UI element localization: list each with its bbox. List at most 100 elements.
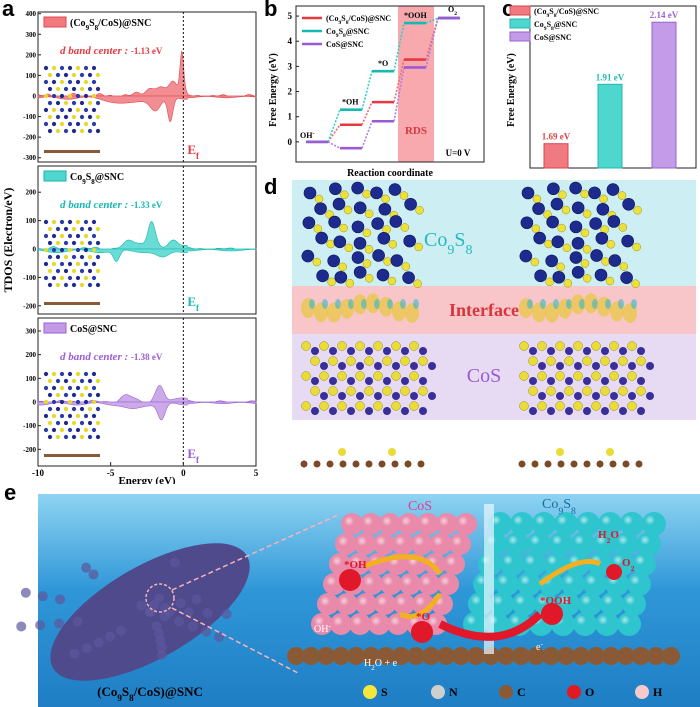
charge-depletion [618,299,624,309]
atom [55,420,61,426]
s-atom [555,401,565,411]
s-atom [400,386,410,396]
co-atom [311,347,319,355]
c-atom [300,460,308,468]
co-atom [610,362,618,370]
x-tick-label: -10 [32,468,44,478]
atom [87,420,93,426]
co-atom [546,215,559,229]
atom [43,121,49,127]
atom [47,406,53,412]
y-tick-label: 4 [288,36,293,46]
atom [87,392,93,398]
atom [59,219,65,225]
co9s8-sphere [561,572,585,596]
atom [75,413,81,419]
atom-slab [300,181,436,468]
s-atom [310,356,320,366]
co-atom [356,392,364,400]
highlight [618,535,628,545]
co-atom [401,347,409,355]
atom [47,282,53,288]
highlight [498,575,508,585]
particle-grain [16,621,27,632]
s-atom [346,386,356,396]
d-band-center-label: d band center : -1.38 eV [60,351,163,363]
co9s8-sphere [532,512,556,536]
highlight [333,616,343,626]
co-atom [329,182,342,196]
particle-grain [202,608,213,619]
highlight [520,575,530,585]
legend-swatch [43,16,67,28]
co-atom [588,186,601,200]
atom [43,413,49,419]
co-atom [595,231,609,245]
atom [87,72,93,78]
atom [75,247,81,253]
atom [51,247,57,253]
co-atom [377,231,391,245]
s-atom [555,341,565,351]
reaction-arrow [398,592,443,619]
co-atom [601,347,609,355]
highlight [547,555,557,565]
particle-grain [156,642,167,653]
atom [59,93,65,99]
panel-a-label: a [2,0,15,21]
s-atom [364,274,374,283]
panel-e-label: e [4,480,17,505]
highlight [466,615,476,625]
label-o2: O2 [622,557,635,573]
y-tick-label: -100 [23,113,36,121]
atom [47,100,53,106]
atom [83,399,89,405]
highlight [476,575,486,585]
s-atom [618,223,628,232]
label-oh-minus: OH- [314,622,331,635]
atom [67,427,73,433]
co-atom [538,362,546,370]
s-atom [591,371,601,381]
fermi-level-label: Ef [187,294,200,313]
s-atom [605,276,615,286]
c-atom [362,647,380,665]
s-atom [301,401,311,411]
rds-band [398,6,434,162]
co-atom [592,392,600,400]
highlight [623,515,633,525]
atom [47,378,53,384]
cos-label: CoS [467,365,501,387]
co-atom [402,271,415,285]
co-atom [403,234,416,248]
atom [91,261,97,267]
atom [91,247,97,253]
legend-label: CoS@SNC [70,324,117,335]
co9s8-sphere [637,532,661,556]
highlight [535,515,545,525]
co-atom [550,197,564,211]
atom [43,107,49,113]
s-atom [582,386,592,396]
s-atom [632,242,641,252]
c-atom [339,460,347,468]
highlight [326,576,336,586]
s-atom [337,401,347,411]
co9s8-sphere [627,572,651,596]
atom [95,72,101,78]
co-atom [574,362,582,370]
connector-dashed [393,59,405,103]
charge-depletion [579,299,585,309]
particle-grain [20,587,31,598]
c-atom [437,647,455,665]
s-atom [388,448,396,456]
y-tick-label: 3 [288,61,293,71]
s-atom [591,401,601,411]
atom [83,107,89,113]
co-atom [327,254,340,268]
atom [55,86,61,92]
s-atom [383,257,392,266]
co-atom [622,197,635,211]
co-atom [320,362,328,370]
c-atom [632,647,650,665]
